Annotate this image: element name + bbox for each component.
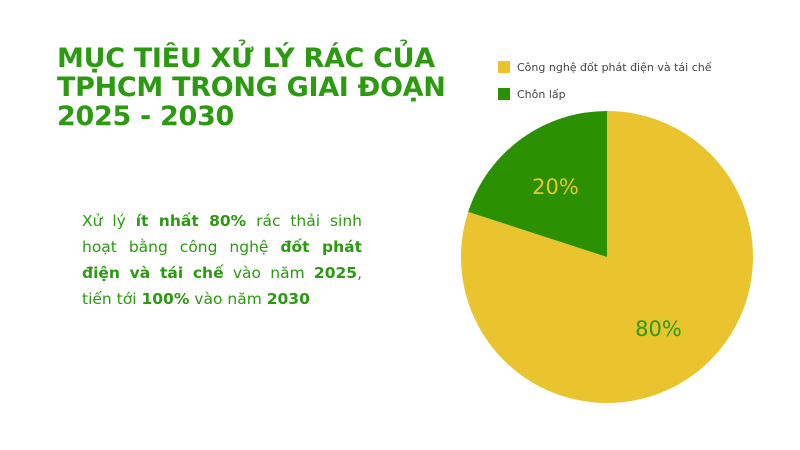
goal-description: Xử lý ít nhất 80% rác thải sinh hoạt bằn… xyxy=(82,208,362,312)
desc-text: vào năm xyxy=(189,290,267,308)
highlight-text: ít nhất 80% xyxy=(135,212,247,230)
legend-label: Chôn lấp xyxy=(517,87,566,101)
legend-item[interactable]: Công nghệ đốt phát điện và tái chế xyxy=(498,60,712,74)
chart-legend: Công nghệ đốt phát điện và tái chế Chôn l… xyxy=(498,60,712,114)
pie-slice[interactable] xyxy=(468,111,607,257)
title-line-2: TPHCM TRONG GIAI ĐOẠN xyxy=(57,72,446,103)
title-line-1: MỤC TIÊU XỬ LÝ RÁC CỦA xyxy=(57,43,435,74)
highlight-text: 2025 xyxy=(313,264,358,282)
desc-text: , tiến tới xyxy=(82,264,362,308)
legend-swatch-icon xyxy=(498,61,510,73)
highlight-text: 2030 xyxy=(266,290,310,308)
desc-text: vào năm xyxy=(223,264,314,282)
legend-item[interactable]: Chôn lấp xyxy=(498,87,712,101)
title-line-3: 2025 - 2030 xyxy=(57,101,234,132)
highlight-text: đốt phát điện và tái chế xyxy=(82,238,362,282)
desc-text: Xử lý xyxy=(82,212,136,230)
legend-swatch-icon xyxy=(498,88,510,100)
highlight-text: 100% xyxy=(141,290,190,308)
desc-text: rác thải sinh hoạt bằng công nghệ xyxy=(82,212,362,256)
legend-label: Công nghệ đốt phát điện và tái chế xyxy=(517,60,712,74)
page-title: MỤC TIÊU XỬ LÝ RÁC CỦA TPHCM TRONG GIAI … xyxy=(57,44,457,131)
